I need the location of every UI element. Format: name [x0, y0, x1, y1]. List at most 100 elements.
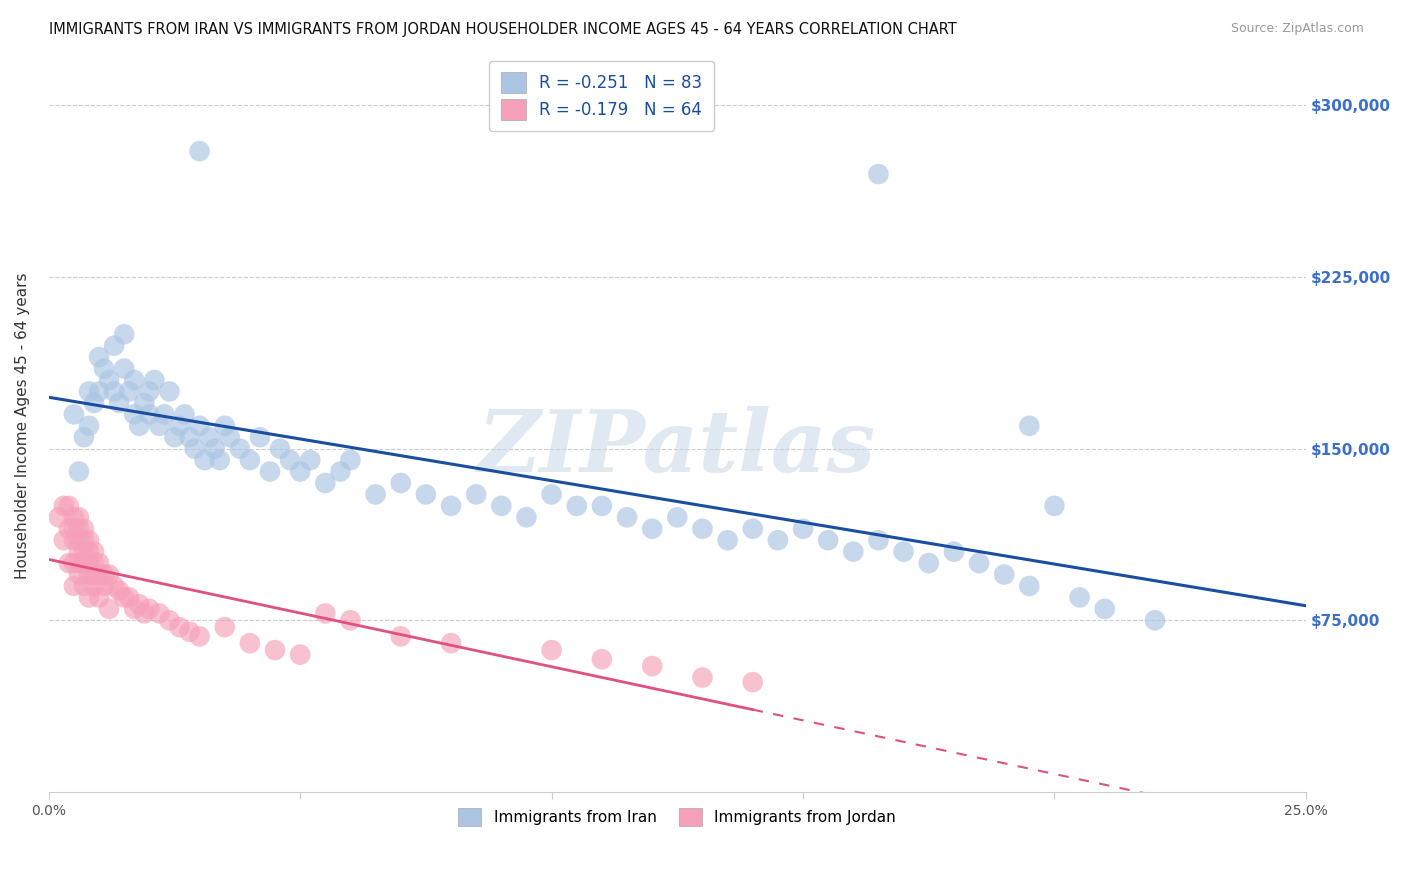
Point: [389, 475, 412, 490]
Point: [641, 659, 664, 673]
Point: [128, 418, 150, 433]
Point: [103, 384, 125, 399]
Point: [188, 418, 211, 433]
Point: [103, 579, 125, 593]
Point: [52, 499, 75, 513]
Point: [159, 384, 181, 399]
Point: [364, 487, 387, 501]
Point: [73, 556, 96, 570]
Point: [259, 465, 281, 479]
Point: [389, 629, 412, 643]
Point: [194, 453, 217, 467]
Point: [77, 384, 100, 399]
Point: [52, 533, 75, 548]
Y-axis label: Householder Income Ages 45 - 64 years: Householder Income Ages 45 - 64 years: [15, 273, 30, 579]
Point: [63, 579, 86, 593]
Point: [591, 499, 613, 513]
Point: [83, 567, 105, 582]
Point: [73, 544, 96, 558]
Point: [269, 442, 291, 456]
Point: [314, 607, 336, 621]
Point: [616, 510, 638, 524]
Point: [239, 636, 262, 650]
Point: [868, 533, 890, 548]
Point: [440, 636, 463, 650]
Point: [87, 350, 110, 364]
Point: [183, 442, 205, 456]
Point: [134, 396, 156, 410]
Point: [465, 487, 488, 501]
Point: [766, 533, 789, 548]
Point: [112, 591, 135, 605]
Point: [339, 453, 361, 467]
Point: [893, 544, 915, 558]
Point: [817, 533, 839, 548]
Point: [717, 533, 740, 548]
Point: [239, 453, 262, 467]
Point: [967, 556, 990, 570]
Point: [159, 613, 181, 627]
Point: [208, 453, 231, 467]
Point: [77, 544, 100, 558]
Point: [83, 544, 105, 558]
Point: [918, 556, 941, 570]
Point: [83, 396, 105, 410]
Point: [792, 522, 814, 536]
Point: [278, 453, 301, 467]
Point: [692, 522, 714, 536]
Point: [67, 522, 90, 536]
Point: [540, 643, 562, 657]
Point: [169, 620, 191, 634]
Point: [1069, 591, 1091, 605]
Point: [93, 579, 115, 593]
Point: [288, 465, 311, 479]
Point: [112, 361, 135, 376]
Point: [67, 567, 90, 582]
Point: [169, 418, 191, 433]
Point: [1144, 613, 1167, 627]
Point: [112, 327, 135, 342]
Point: [264, 643, 287, 657]
Point: [67, 510, 90, 524]
Point: [314, 475, 336, 490]
Point: [67, 533, 90, 548]
Point: [148, 418, 170, 433]
Point: [641, 522, 664, 536]
Point: [540, 487, 562, 501]
Point: [188, 629, 211, 643]
Point: [1043, 499, 1066, 513]
Point: [67, 556, 90, 570]
Text: ZIPatlas: ZIPatlas: [478, 406, 876, 490]
Point: [741, 522, 763, 536]
Point: [108, 396, 131, 410]
Point: [515, 510, 537, 524]
Point: [173, 408, 195, 422]
Point: [67, 544, 90, 558]
Point: [214, 418, 236, 433]
Point: [666, 510, 689, 524]
Point: [179, 430, 201, 444]
Point: [122, 602, 145, 616]
Point: [188, 144, 211, 158]
Point: [415, 487, 437, 501]
Point: [73, 533, 96, 548]
Point: [108, 583, 131, 598]
Point: [98, 602, 121, 616]
Point: [1018, 418, 1040, 433]
Point: [229, 442, 252, 456]
Point: [58, 556, 80, 570]
Point: [329, 465, 352, 479]
Point: [58, 522, 80, 536]
Point: [87, 384, 110, 399]
Point: [138, 384, 160, 399]
Point: [1094, 602, 1116, 616]
Text: Source: ZipAtlas.com: Source: ZipAtlas.com: [1230, 22, 1364, 36]
Point: [122, 408, 145, 422]
Point: [198, 430, 221, 444]
Point: [77, 556, 100, 570]
Point: [134, 607, 156, 621]
Point: [98, 373, 121, 387]
Point: [77, 567, 100, 582]
Point: [77, 533, 100, 548]
Point: [93, 567, 115, 582]
